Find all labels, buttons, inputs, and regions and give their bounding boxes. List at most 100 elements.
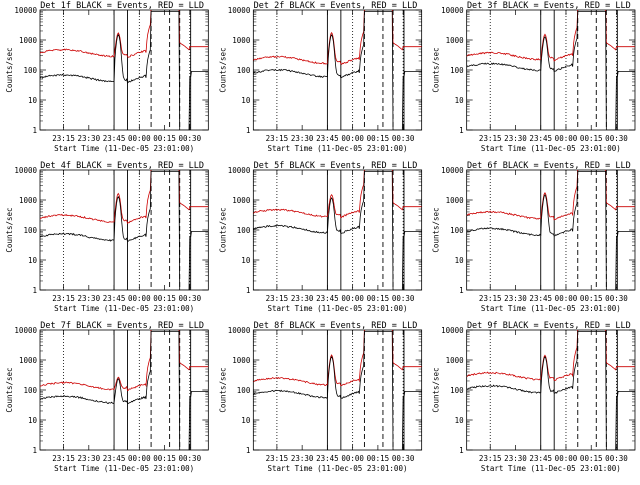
detector-panel-9: Det 9f BLACK = Events, RED = LLD 1 10 100 10… [432,321,636,473]
y-axis-label: Counts/sec [218,47,227,92]
y-tick-label: 1 [246,286,251,295]
series-events-line [40,11,209,130]
series-events-line [253,11,422,130]
x-tick-label: 23:30 [291,454,314,463]
series-events-line [466,171,635,290]
series-events-line [466,11,635,130]
detector-panel-6: Det 6f BLACK = Events, RED = LLD 1 10 100 10… [432,161,636,313]
y-tick-label: 10000 [14,326,37,335]
x-tick-label: 23:30 [78,454,101,463]
detector-panel-4: Det 4f BLACK = Events, RED = LLD 1 10 100 10… [5,161,209,313]
y-axis-label: Counts/sec [5,367,14,412]
x-axis-label: Start Time (11-Dec-05 23:01:00) [481,464,621,473]
x-tick-label: 23:45 [316,134,339,143]
x-tick-label: 00:15 [153,134,176,143]
x-tick-label: 00:15 [153,294,176,303]
y-tick-label: 1 [32,446,37,455]
y-tick-label: 10 [455,96,465,105]
axes-frame [39,329,209,451]
plot-area: 1 10 100 1000 10000 23:15 23:30 23:45 00:00 00:15… [218,6,423,153]
panel-title: Det 6f BLACK = Events, RED = LLD [467,161,631,171]
y-tick-label: 1000 [232,36,251,45]
x-tick-label: 23:45 [529,294,552,303]
y-tick-label: 1000 [446,196,465,205]
x-tick-label: 00:30 [392,294,415,303]
plot-area: 1 10 100 1000 10000 23:15 23:30 23:45 00:00 00:15… [218,326,423,473]
x-tick-label: 00:00 [555,134,578,143]
x-tick-label: 23:45 [529,454,552,463]
series-lld-line [466,330,635,381]
y-tick-label: 10 [455,416,465,425]
y-tick-label: 10 [28,256,38,265]
x-tick-label: 00:00 [341,294,364,303]
x-tick-label: 00:30 [179,294,202,303]
y-tick-label: 10 [241,96,251,105]
y-axis-label: Counts/sec [432,367,441,412]
y-tick-label: 100 [23,66,37,75]
x-axis-label: Start Time (11-Dec-05 23:01:00) [268,464,408,473]
series-events-line [253,171,422,290]
x-axis-label: Start Time (11-Dec-05 23:01:00) [54,304,194,313]
x-axis-label: Start Time (11-Dec-05 23:01:00) [54,464,194,473]
x-tick-label: 23:15 [266,294,289,303]
x-tick-label: 23:15 [266,134,289,143]
y-tick-label: 100 [237,66,251,75]
y-tick-label: 100 [237,226,251,235]
series-events-line [466,331,635,450]
y-tick-label: 100 [23,226,37,235]
x-tick-label: 23:15 [266,454,289,463]
y-tick-label: 10000 [228,6,251,15]
axes-frame [466,9,636,131]
y-tick-label: 10 [241,416,251,425]
y-axis-label: Counts/sec [5,47,14,92]
axes-frame [39,169,209,291]
plot-area: 1 10 100 1000 10000 23:15 23:30 23:45 00:00 00:15… [5,326,209,473]
detector-panel-2: Det 2f BLACK = Events, RED = LLD 1 10 100 10… [218,1,423,153]
series-lld-line [253,10,422,66]
series-lld-line [253,330,422,387]
x-tick-label: 23:30 [78,134,101,143]
x-tick-label: 23:15 [479,294,502,303]
x-tick-label: 23:45 [316,294,339,303]
x-tick-label: 23:15 [479,134,502,143]
plot-area: 1 10 100 1000 10000 23:15 23:30 23:45 00:00 00:15… [432,326,636,473]
y-axis-label: Counts/sec [5,207,14,252]
y-tick-label: 1 [459,446,464,455]
axes-frame [466,169,636,291]
x-tick-label: 00:15 [153,454,176,463]
y-tick-label: 1000 [19,36,38,45]
series-lld-line [466,10,635,62]
x-tick-label: 00:15 [580,454,603,463]
y-tick-label: 1000 [232,356,251,365]
y-tick-label: 10 [28,96,38,105]
y-tick-label: 10 [455,256,465,265]
x-tick-label: 00:30 [392,454,415,463]
x-axis-label: Start Time (11-Dec-05 23:01:00) [268,304,408,313]
y-tick-label: 1000 [19,356,38,365]
plot-area: 1 10 100 1000 10000 23:15 23:30 23:45 00:00 00:15… [218,166,423,313]
x-tick-label: 00:00 [341,454,364,463]
x-tick-label: 00:30 [605,294,628,303]
y-tick-label: 1000 [446,36,465,45]
x-axis-label: Start Time (11-Dec-05 23:01:00) [54,144,194,153]
x-tick-label: 23:30 [504,454,527,463]
x-tick-label: 23:15 [52,294,75,303]
y-tick-label: 10 [28,416,38,425]
y-tick-label: 1 [246,446,251,455]
x-tick-label: 00:30 [392,134,415,143]
detector-panel-1: Det 1f BLACK = Events, RED = LLD 1 10 100 10… [5,1,209,153]
x-tick-label: 00:00 [341,134,364,143]
y-tick-label: 1000 [19,196,38,205]
x-tick-label: 00:00 [128,454,151,463]
panel-title: Det 9f BLACK = Events, RED = LLD [467,321,631,331]
y-tick-label: 1 [32,126,37,135]
x-tick-label: 00:00 [555,294,578,303]
x-tick-label: 00:15 [367,294,390,303]
x-tick-label: 23:45 [529,134,552,143]
detector-panel-8: Det 8f BLACK = Events, RED = LLD 1 10 100 10… [218,321,423,473]
x-tick-label: 00:00 [555,454,578,463]
y-tick-label: 10 [241,256,251,265]
panel-title: Det 7f BLACK = Events, RED = LLD [40,321,204,331]
x-tick-label: 00:15 [367,454,390,463]
